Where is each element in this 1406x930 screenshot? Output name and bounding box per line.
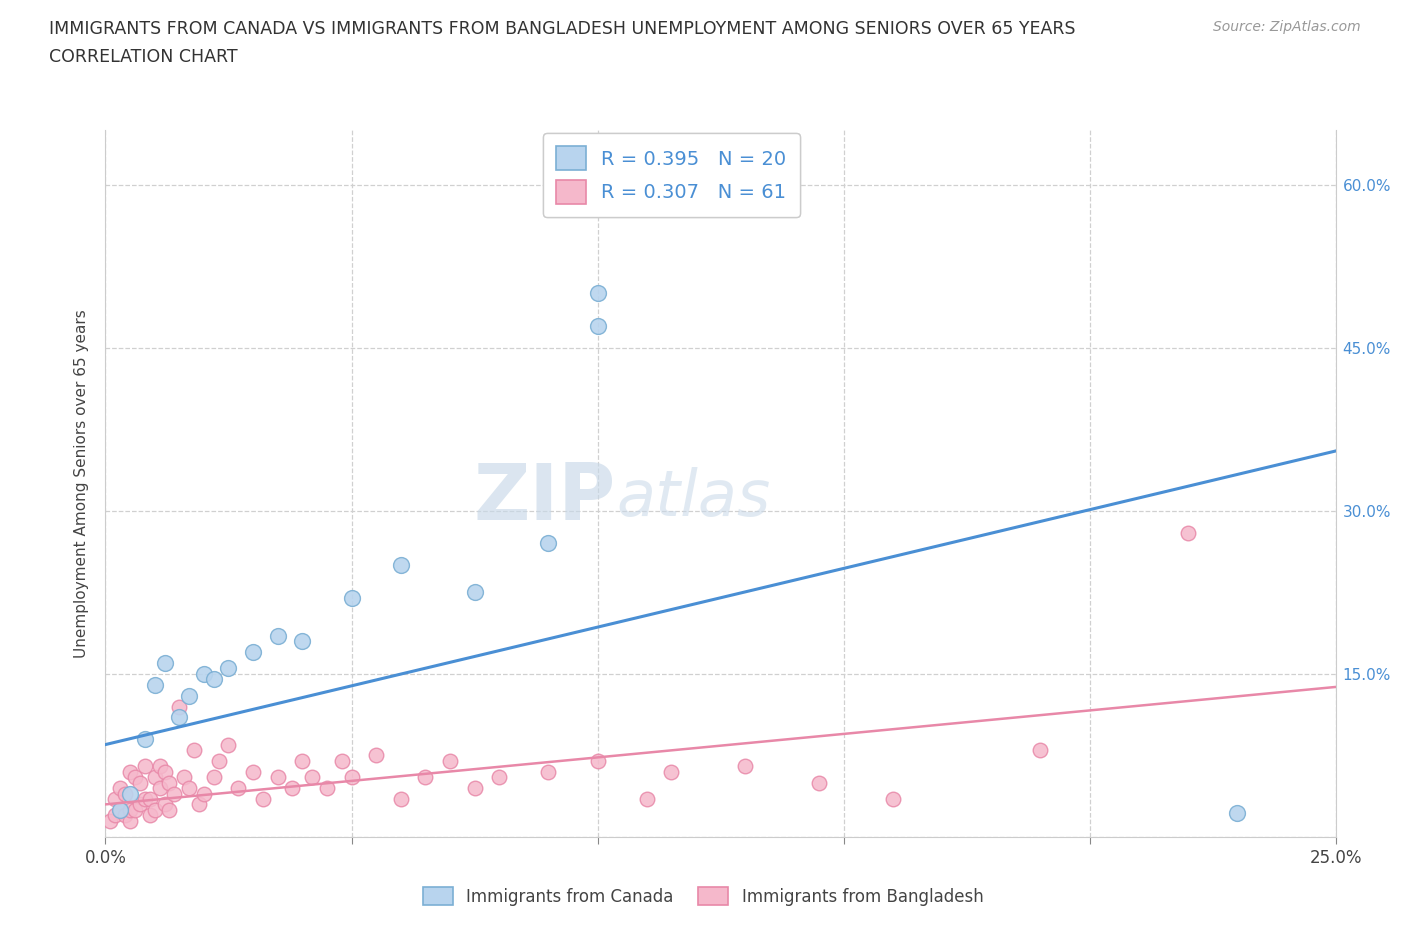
Point <box>267 770 290 785</box>
Point <box>340 770 363 785</box>
Point <box>143 677 166 692</box>
Point <box>114 786 136 801</box>
Point <box>586 318 609 333</box>
Text: Source: ZipAtlas.com: Source: ZipAtlas.com <box>1213 20 1361 34</box>
Point <box>218 661 240 676</box>
Point <box>134 732 156 747</box>
Point <box>537 536 560 551</box>
Point <box>110 803 132 817</box>
Point <box>138 808 162 823</box>
Point <box>143 803 166 817</box>
Point <box>252 791 274 806</box>
Point <box>218 737 240 752</box>
Point <box>202 671 225 686</box>
Point <box>464 780 486 795</box>
Point <box>114 808 136 823</box>
Point <box>330 753 353 768</box>
Point <box>149 780 172 795</box>
Point <box>1029 742 1052 757</box>
Point <box>389 558 412 573</box>
Point <box>291 753 314 768</box>
Point <box>242 764 264 779</box>
Point <box>179 780 201 795</box>
Point <box>183 742 205 757</box>
Point <box>134 759 156 774</box>
Point <box>301 770 323 785</box>
Point <box>537 764 560 779</box>
Point <box>415 770 437 785</box>
Point <box>242 644 264 659</box>
Y-axis label: Unemployment Among Seniors over 65 years: Unemployment Among Seniors over 65 years <box>75 310 90 658</box>
Point <box>120 813 141 828</box>
Point <box>439 753 461 768</box>
Point <box>120 786 141 801</box>
Point <box>586 286 609 300</box>
Point <box>389 791 412 806</box>
Point <box>124 770 146 785</box>
Point <box>488 770 510 785</box>
Point <box>734 759 756 774</box>
Point <box>281 780 304 795</box>
Text: ZIP: ZIP <box>474 459 616 536</box>
Point <box>138 791 162 806</box>
Point <box>267 629 290 644</box>
Point <box>159 776 180 790</box>
Point <box>104 791 127 806</box>
Text: IMMIGRANTS FROM CANADA VS IMMIGRANTS FROM BANGLADESH UNEMPLOYMENT AMONG SENIORS : IMMIGRANTS FROM CANADA VS IMMIGRANTS FRO… <box>49 20 1076 38</box>
Point <box>169 710 191 724</box>
Point <box>202 770 225 785</box>
Point <box>124 803 146 817</box>
Point <box>169 699 191 714</box>
Point <box>159 803 180 817</box>
Point <box>315 780 337 795</box>
Point <box>129 797 152 812</box>
Point <box>291 634 314 649</box>
Point <box>586 753 609 768</box>
Text: CORRELATION CHART: CORRELATION CHART <box>49 48 238 66</box>
Point <box>188 797 211 812</box>
Point <box>636 791 658 806</box>
Point <box>193 786 215 801</box>
Point <box>193 667 215 682</box>
Point <box>149 759 172 774</box>
Text: atlas: atlas <box>616 467 770 529</box>
Point <box>807 776 830 790</box>
Point <box>110 780 132 795</box>
Point <box>882 791 904 806</box>
Point <box>120 803 141 817</box>
Point <box>464 585 486 600</box>
Point <box>179 688 201 703</box>
Point <box>208 753 231 768</box>
Point <box>120 764 141 779</box>
Point <box>173 770 195 785</box>
Point <box>366 748 388 763</box>
Point <box>104 808 127 823</box>
Point <box>110 803 132 817</box>
Point <box>98 813 122 828</box>
Legend: R = 0.395   N = 20, R = 0.307   N = 61: R = 0.395 N = 20, R = 0.307 N = 61 <box>543 133 800 218</box>
Point <box>129 776 152 790</box>
Point <box>153 797 176 812</box>
Legend: Immigrants from Canada, Immigrants from Bangladesh: Immigrants from Canada, Immigrants from … <box>416 881 990 912</box>
Point <box>163 786 186 801</box>
Point <box>1177 525 1199 540</box>
Point <box>153 764 176 779</box>
Point <box>661 764 683 779</box>
Point <box>228 780 250 795</box>
Point <box>153 656 176 671</box>
Point <box>143 770 166 785</box>
Point <box>1226 805 1249 820</box>
Point <box>340 591 363 605</box>
Point <box>134 791 156 806</box>
